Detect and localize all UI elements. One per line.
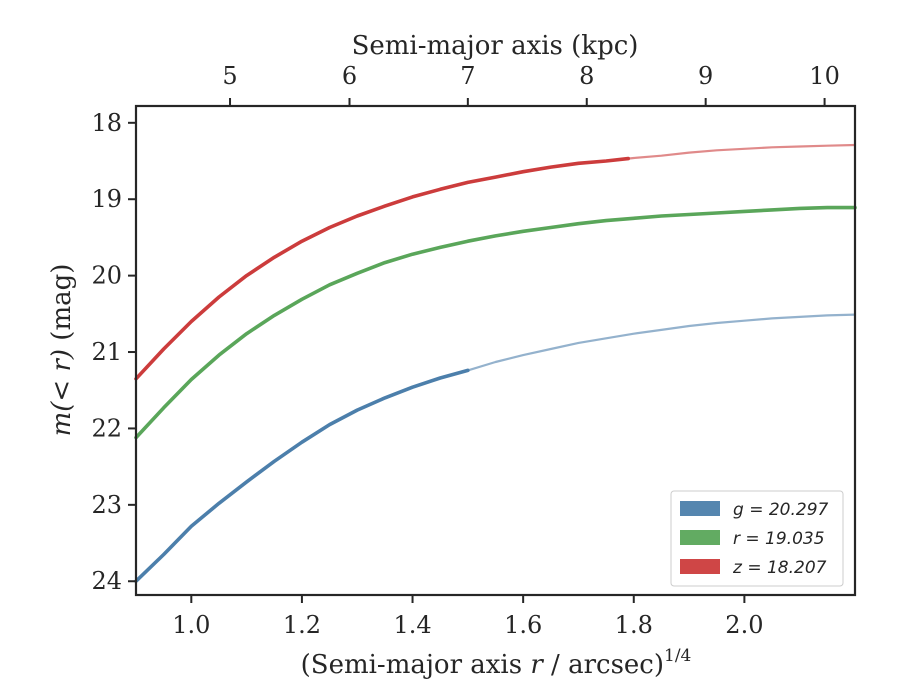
x-tick-label: 1.8 [615, 611, 653, 639]
y-axis: 18 19 20 21 22 23 24 [91, 109, 136, 595]
bottom-x-axis: 1.0 1.2 1.4 1.6 1.8 2.0 [172, 595, 763, 639]
top-axis-title: Semi-major axis (kpc) [352, 31, 639, 61]
series-line-1 [134, 205, 857, 440]
y-axis-title-unit: (mag) [47, 264, 77, 349]
y-tick-label: 22 [91, 414, 122, 442]
x-axis-title: (Semi-major axis r / arcsec)1/4 [301, 646, 692, 680]
x-tick-label: 2.0 [725, 611, 763, 639]
legend-label: g = 20.297 [733, 500, 829, 520]
top-x-tick-label: 6 [342, 62, 357, 90]
y-tick-label: 21 [91, 338, 122, 366]
x-tick-label: 1.4 [393, 611, 431, 639]
x-axis-title-var: r [530, 650, 544, 680]
y-axis-title: m(< r) (mag) [47, 264, 77, 437]
y-tick-label: 23 [91, 491, 122, 519]
top-x-tick-label: 9 [698, 62, 713, 90]
plot-frame [134, 104, 857, 597]
legend-swatch [680, 501, 720, 516]
x-tick-label: 1.6 [504, 611, 542, 639]
top-x-tick-label: 8 [579, 62, 594, 90]
legend-swatch [680, 559, 720, 574]
legend-label: r = 19.035 [733, 529, 825, 549]
legend-label: z = 18.207 [732, 558, 827, 578]
top-x-axis: 5 6 7 8 9 10 [222, 62, 840, 106]
top-x-tick-label: 7 [460, 62, 475, 90]
x-axis-title-part-2: / arcsec) [543, 650, 664, 680]
top-x-tick-label: 5 [222, 62, 237, 90]
series-line-0 [134, 368, 470, 584]
x-axis-title-exponent: 1/4 [664, 646, 691, 666]
series-line-2 [134, 156, 631, 381]
y-tick-label: 19 [91, 185, 122, 213]
y-axis-title-var: m(< r) [47, 349, 77, 436]
x-tick-label: 1.0 [172, 611, 210, 639]
x-tick-label: 1.2 [283, 611, 321, 639]
series-layer [134, 143, 857, 584]
y-tick-label: 24 [91, 567, 122, 595]
legend: g = 20.297 r = 19.035 z = 18.207 [670, 490, 844, 587]
y-tick-label: 20 [91, 262, 122, 290]
legend-swatch [680, 530, 720, 545]
y-tick-label: 18 [91, 109, 122, 137]
x-axis-title-part-1: (Semi-major axis [301, 650, 531, 680]
top-x-tick-label: 10 [809, 62, 840, 90]
